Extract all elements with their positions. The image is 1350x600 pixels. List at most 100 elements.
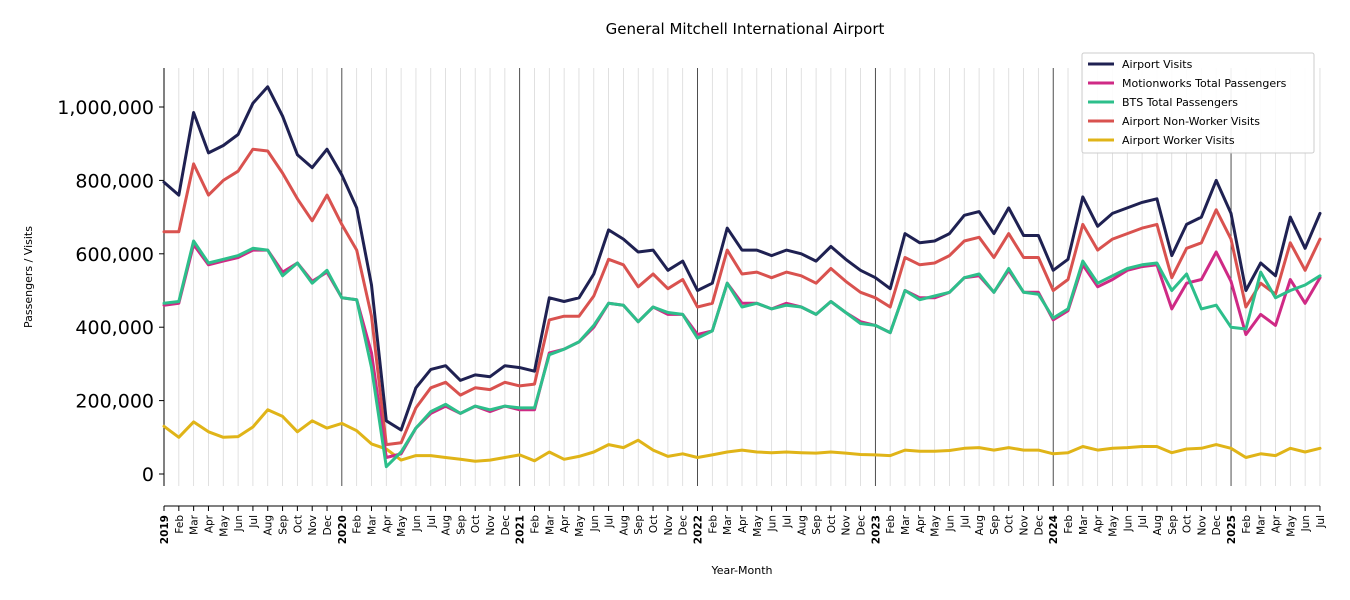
x-tick-month-label: Aug	[441, 515, 453, 536]
y-axis-title: Passengers / Visits	[22, 226, 35, 328]
x-tick-month-label: May	[1107, 515, 1119, 537]
x-tick-month-label: Aug	[974, 515, 986, 536]
x-tick-month-label: Jul	[604, 515, 616, 529]
x-tick-month-label: Jun	[233, 515, 245, 532]
x-tick-month-label: Nov	[841, 515, 853, 536]
x-tick-month-label: May	[1285, 515, 1297, 537]
series-line-airport-visits	[162, 85, 1322, 432]
x-tick-month-label: Mar	[722, 514, 734, 534]
x-tick-month-label: Jul	[959, 515, 971, 529]
x-tick-month-label: Jul	[781, 515, 793, 529]
x-tick-month-label: Apr	[203, 514, 215, 533]
legend-label: Airport Visits	[1122, 58, 1193, 71]
x-tick-month-label: Jul	[1137, 515, 1149, 529]
x-tick-month-label: Dec	[1033, 515, 1045, 536]
x-tick-month-label: Oct	[1004, 515, 1016, 533]
x-tick-month-label: Jul	[426, 515, 438, 529]
x-axis-title: Year-Month	[710, 564, 772, 577]
x-tick-month-label: Apr	[381, 514, 393, 533]
x-tick-month-label: Sep	[989, 515, 1001, 535]
x-tick-month-label: Mar	[900, 514, 912, 534]
x-tick-month-label: May	[930, 515, 942, 537]
x-tick-month-label: Apr	[559, 514, 571, 533]
x-tick-month-label: Feb	[707, 515, 719, 534]
x-tick-year-label: 2019	[159, 515, 171, 544]
x-tick-month-label: Oct	[470, 515, 482, 533]
x-tick-month-label: Dec	[500, 515, 512, 536]
x-tick-month-label: Mar	[544, 514, 556, 534]
x-tick-month-label: Apr	[915, 514, 927, 533]
x-tick-month-label: Oct	[648, 515, 660, 533]
series-line-airport-non-worker-visits	[162, 147, 1322, 447]
x-tick-month-label: Jun	[1300, 515, 1312, 532]
x-tick-month-label: Apr	[737, 514, 749, 533]
x-tick-year-label: 2020	[337, 515, 349, 544]
x-tick-month-label: Feb	[885, 515, 897, 534]
series-lines	[162, 85, 1322, 469]
x-tick-month-label: Mar	[366, 514, 378, 534]
y-tick-label: 200,000	[75, 391, 154, 413]
x-tick-year-label: 2022	[693, 515, 705, 544]
x-tick-month-label: Sep	[278, 515, 290, 535]
x-tick-month-label: May	[218, 515, 230, 537]
x-tick-month-label: Jun	[767, 515, 779, 532]
x-tick-month-label: Sep	[1167, 515, 1179, 535]
x-tick-month-label: Dec	[678, 515, 690, 536]
x-tick-month-label: Feb	[530, 515, 542, 534]
x-tick-month-label: May	[574, 515, 586, 537]
series-line-bts-total-passengers	[162, 239, 1322, 469]
x-tick-month-label: Nov	[307, 515, 319, 536]
x-tick-month-label: Apr	[1093, 514, 1105, 533]
x-tick-month-label: Dec	[1211, 515, 1223, 536]
x-tick-month-label: Mar	[1256, 514, 1268, 534]
x-tick-month-label: Feb	[352, 515, 364, 534]
x-tick-month-label: Mar	[189, 514, 201, 534]
chart-title: General Mitchell International Airport	[606, 20, 885, 38]
x-tick-month-label: Dec	[322, 515, 334, 536]
x-tick-month-label: Oct	[826, 515, 838, 533]
x-tick-year-label: 2023	[870, 515, 882, 544]
y-tick-label: 0	[142, 464, 154, 486]
x-tick-month-label: May	[752, 515, 764, 537]
x-tick-month-label: Jul	[248, 515, 260, 529]
x-tick-month-label: Nov	[663, 515, 675, 536]
x-tick-month-label: Sep	[455, 515, 467, 535]
x-tick-month-label: Jun	[411, 515, 423, 532]
x-tick-month-label: Aug	[263, 515, 275, 536]
x-tick-year-label: 2025	[1226, 515, 1238, 544]
y-tick-label: 600,000	[75, 244, 154, 266]
x-tick-month-label: May	[396, 515, 408, 537]
x-tick-month-label: Jul	[1315, 515, 1327, 529]
x-tick-month-label: Sep	[633, 515, 645, 535]
legend: Airport Visits Motionworks Total Passenge…	[1081, 52, 1315, 154]
x-tick-month-label: Mar	[1078, 514, 1090, 534]
x-tick-month-label: Jun	[944, 515, 956, 532]
x-tick-month-label: Dec	[856, 515, 868, 536]
x-tick-year-label: 2024	[1048, 515, 1060, 544]
y-tick-label: 800,000	[75, 170, 154, 192]
y-tick-label: 400,000	[75, 317, 154, 339]
x-tick-month-label: Oct	[1182, 515, 1194, 533]
legend-label: Airport Non-Worker Visits	[1122, 115, 1260, 128]
x-tick-month-label: Nov	[1196, 515, 1208, 536]
x-tick-month-label: Oct	[292, 515, 304, 533]
x-tick-month-label: Apr	[1271, 514, 1283, 533]
axes: 0 200,000 400,000 600,000 800,000 1,000,000 20…	[57, 68, 1327, 544]
x-tick-month-label: Sep	[811, 515, 823, 535]
legend-label: BTS Total Passengers	[1122, 96, 1238, 109]
legend-label: Motionworks Total Passengers	[1122, 77, 1287, 90]
x-tick-month-label: Feb	[1241, 515, 1253, 534]
x-tick-month-label: Nov	[485, 515, 497, 536]
x-tick-month-label: Jun	[1122, 515, 1134, 532]
x-tick-month-label: Feb	[174, 515, 186, 534]
x-tick-month-label: Aug	[796, 515, 808, 536]
x-tick-month-label: Aug	[618, 515, 630, 536]
x-tick-month-label: Jun	[589, 515, 601, 532]
x-tick-month-label: Aug	[1152, 515, 1164, 536]
y-tick-label: 1,000,000	[57, 97, 154, 119]
x-tick-month-label: Nov	[1019, 515, 1031, 536]
x-tick-month-label: Feb	[1063, 515, 1075, 534]
legend-label: Airport Worker Visits	[1122, 134, 1235, 147]
